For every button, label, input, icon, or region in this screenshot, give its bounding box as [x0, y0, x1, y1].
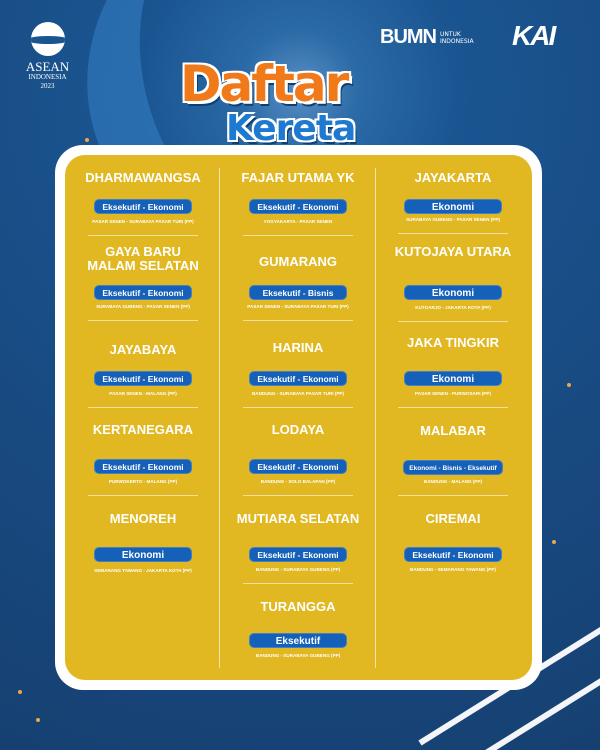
column-divider — [219, 168, 220, 668]
route-text: BANDUNG - MALANG (PP) — [423, 479, 483, 484]
asean-year: 2023 — [40, 82, 55, 90]
class-badge: Ekonomi — [404, 199, 502, 214]
route-text: KUTOARJO - JAKARTA KOTA (PP) — [415, 305, 491, 310]
route-text: BANDUNG - SOLO BALAPAN (PP) — [260, 479, 336, 484]
bumn-mark: BUMN — [380, 26, 437, 48]
class-badge: Ekonomi — [94, 547, 192, 562]
title-kereta: Kereta — [226, 108, 356, 149]
train-name: KERTANEGARA — [92, 422, 194, 437]
route-text: PASAR SENEN - MALANG (PP) — [109, 391, 177, 396]
kai-logo: KAI — [512, 20, 556, 51]
entry-divider — [398, 321, 508, 322]
train-name: GUMARANG — [259, 254, 337, 269]
class-badge: Eksekutif - Ekonomi — [249, 459, 347, 474]
class-badge: Ekonomi - Bisnis - Eksekutif — [403, 460, 503, 475]
train-name: KUTOJAYA UTARA — [394, 244, 512, 259]
star-dot — [552, 540, 556, 544]
train-name: MENOREH — [109, 511, 177, 526]
entry-divider — [398, 407, 508, 408]
asean-title: ASEAN — [25, 59, 70, 74]
train-name: HARINA — [272, 340, 324, 355]
entry-divider — [398, 233, 508, 234]
train-name: MALABAR — [420, 423, 486, 438]
entry-divider — [243, 583, 353, 584]
class-badge: Ekonomi — [404, 371, 502, 386]
route-text: BANDUNG - SEMARANG TAWANG (PP) — [410, 567, 496, 572]
route-text: PASAR SENEN - SURABAYA PASAR TURI (PP) — [247, 304, 349, 309]
route-text: BANDUNG - SURABAYA PASAR TURI (PP) — [251, 391, 345, 396]
route-text: PURWOKERTO - MALANG (PP) — [108, 479, 178, 484]
train-name: JAYAKARTA — [414, 170, 492, 185]
star-dot — [36, 718, 40, 722]
train-name: DHARMAWANGSA — [85, 170, 201, 185]
entry-divider — [88, 235, 198, 236]
route-text: BANDUNG - SURABAYA GUBENG (PP) — [255, 653, 341, 658]
entry-divider — [243, 495, 353, 496]
train-name: JAKA TINGKIR — [407, 335, 499, 350]
class-badge: Eksekutif - Ekonomi — [404, 547, 502, 562]
route-text: YOGYAKARTA - PASAR SENEN — [263, 219, 333, 224]
class-badge: Eksekutif - Ekonomi — [249, 547, 347, 562]
bumn-tagline: UNTUK INDONESIA — [440, 31, 474, 45]
bumn-logo: BUMN UNTUK INDONESIA — [380, 26, 474, 49]
asean-subtitle: INDONESIA — [28, 73, 67, 81]
class-badge: Ekonomi — [404, 285, 502, 300]
entry-divider — [243, 235, 353, 236]
route-text: SEMARANG TAWANG - JAKARTA KOTA (PP) — [94, 568, 192, 573]
globe-icon — [30, 22, 65, 56]
bumn-line1: UNTUK — [440, 30, 461, 38]
entry-divider — [88, 320, 198, 321]
train-name: GAYA BARU MALAM SELATAN — [87, 244, 199, 273]
train-name: CIREMAI — [425, 511, 481, 526]
train-name: JAYABAYA — [109, 342, 177, 357]
class-badge: Eksekutif - Bisnis — [249, 285, 347, 300]
bumn-line2: INDONESIA — [440, 37, 474, 45]
column-divider — [375, 168, 376, 668]
class-badge: Eksekutif - Ekonomi — [249, 199, 347, 214]
train-name: MUTIARA SELATAN — [236, 511, 360, 526]
class-badge: Eksekutif - Ekonomi — [94, 459, 192, 474]
route-text: SURABAYA GUBENG - PASAR SENEN (PP) — [406, 217, 500, 222]
star-dot — [18, 690, 22, 694]
entry-divider — [88, 407, 198, 408]
class-badge: Eksekutif - Ekonomi — [94, 199, 192, 214]
star-dot — [567, 383, 571, 387]
title-daftar: Daftar — [180, 55, 349, 113]
class-badge: Eksekutif - Ekonomi — [94, 371, 192, 386]
train-name: LODAYA — [271, 422, 325, 437]
class-badge: Eksekutif - Ekonomi — [94, 285, 192, 300]
class-badge: Eksekutif — [249, 633, 347, 648]
entry-divider — [243, 320, 353, 321]
star-dot — [85, 138, 89, 142]
class-badge: Eksekutif - Ekonomi — [249, 371, 347, 386]
route-text: SURABAYA GUBENG - PASAR SENEN (PP) — [96, 304, 190, 309]
route-text: PASAR SENEN - PURWOSARI (PP) — [415, 391, 491, 396]
asean-logo: ASEAN INDONESIA 2023 — [20, 22, 75, 91]
train-list-card — [65, 155, 532, 680]
entry-divider — [398, 495, 508, 496]
entry-divider — [88, 495, 198, 496]
train-name: TURANGGA — [260, 599, 336, 614]
route-text: BANDUNG - SURABAYA GUBENG (PP) — [255, 567, 341, 572]
route-text: PASAR SENEN - SURABAYA PASAR TURI (PP) — [92, 219, 194, 224]
train-name: FAJAR UTAMA YK — [241, 170, 355, 185]
entry-divider — [243, 407, 353, 408]
